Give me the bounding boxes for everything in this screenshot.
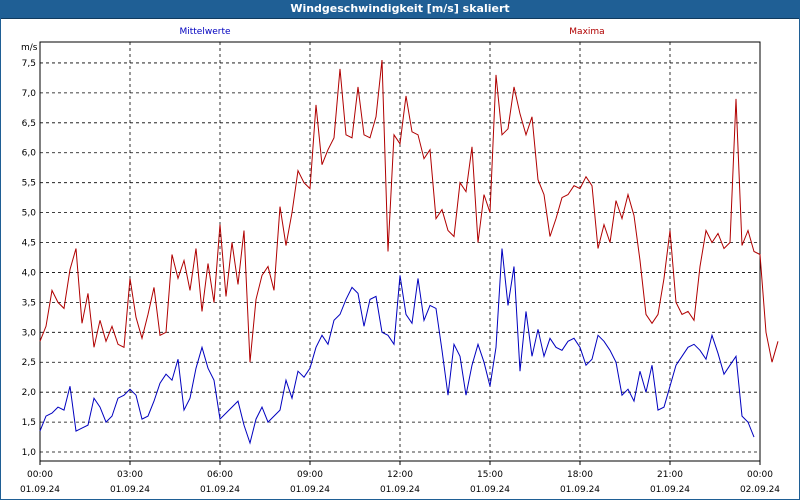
x-tick-date: 01.09.24: [470, 485, 510, 495]
y-tick-label: 3,0: [22, 328, 37, 338]
y-tick-label: 7,5: [22, 59, 36, 69]
x-tick-time: 09:00: [297, 470, 323, 480]
legend-max: Maxima: [569, 27, 604, 37]
y-tick-label: 5,0: [22, 209, 37, 219]
y-tick-label: 2,0: [22, 388, 37, 398]
y-tick-label: 6,5: [22, 119, 36, 129]
x-tick-time: 03:00: [117, 470, 143, 480]
x-tick-time: 15:00: [477, 470, 503, 480]
x-tick-date: 01.09.24: [200, 485, 240, 495]
x-tick-date: 01.09.24: [110, 485, 150, 495]
y-tick-label: 1,0: [22, 448, 37, 458]
grid-lines: [39, 41, 761, 462]
x-tick-date: 02.09.24: [740, 485, 780, 495]
x-tick-time: 00:00: [747, 470, 773, 480]
y-tick-label: 4,0: [22, 268, 37, 278]
y-tick-label: 6,0: [22, 149, 37, 159]
y-tick-label: 3,5: [22, 298, 36, 308]
series-lines: [39, 59, 779, 445]
y-tick-label: 4,5: [22, 239, 36, 249]
x-tick-time: 00:00: [27, 470, 53, 480]
x-tick-date: 01.09.24: [380, 485, 420, 495]
x-tick-time: 18:00: [567, 470, 593, 480]
y-tick-label: 1,5: [22, 418, 36, 428]
y-tick-label: 5,5: [22, 179, 36, 189]
axis-ticks: 1,0 1,5 2,0 2,5 3,0 3,5 4,0 4,5 5,0 5,5 6,0 6,5 7,0 7…: [20, 59, 780, 495]
series-line-max: [39, 59, 779, 363]
chart-title: Windgeschwindigkeit [m/s] skaliert: [0, 0, 800, 19]
x-tick-time: 06:00: [207, 470, 233, 480]
x-tick-time: 12:00: [387, 470, 413, 480]
legend-mean: Mittelwerte: [179, 27, 230, 37]
x-tick-date: 01.09.24: [290, 485, 330, 495]
x-tick-time: 21:00: [657, 470, 683, 480]
y-tick-label: 7,0: [22, 89, 37, 99]
x-tick-date: 01.09.24: [560, 485, 600, 495]
series-line-mean: [39, 248, 755, 445]
x-tick-date: 01.09.24: [20, 485, 60, 495]
y-tick-label: 2,5: [22, 358, 36, 368]
x-tick-date: 01.09.24: [650, 485, 690, 495]
y-axis-label: m/s: [21, 43, 38, 53]
